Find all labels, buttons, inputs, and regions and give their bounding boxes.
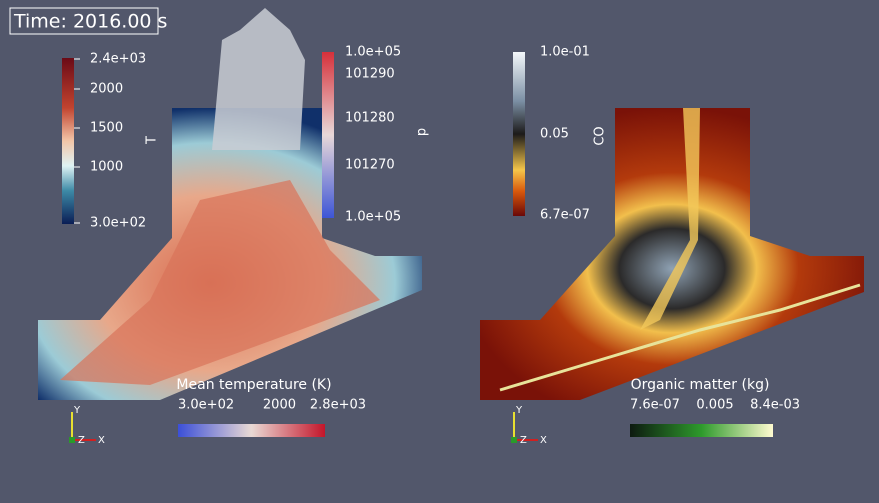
axis-label: Z [520,435,527,446]
colorbar-label: 1.0e-01 [540,45,590,60]
colorbar-label: 1.0e+05 [345,45,401,60]
time-label: Time: 2016.00 s [13,11,167,33]
organic-matter-particles [499,283,861,392]
colorbar-label: 2.8e+03 [310,398,366,413]
colorbar-label: 8.4e-03 [750,398,800,413]
colorbar-label: 2000 [90,82,123,97]
pressure-colorbar [322,52,334,218]
axes-triad: Y Z X [511,405,547,446]
velocity-glyphs [212,8,305,150]
co-field [480,108,864,400]
organic-matter-colorbar [630,424,773,437]
z-axis [69,437,75,443]
axis-label: Y [73,405,81,416]
colorbar-label: 7.6e-07 [630,398,680,413]
mean-temperature-colorbar [178,424,325,437]
axis-label: Y [515,405,523,416]
colorbar-label: 3.0e+02 [178,398,234,413]
colorbar-label: 1000 [90,160,123,175]
co-plume [640,108,700,330]
colorbar-title: CO [593,126,608,145]
temperature-colorbar [62,58,74,224]
colorbar-label: 101290 [345,67,395,82]
colorbar-label: 0.005 [696,398,733,413]
colorbar-title: Mean temperature (K) [176,377,331,393]
axis-label: X [540,435,547,446]
colorbar-label: 1500 [90,121,123,136]
axis-label: X [98,435,105,446]
time-box [9,7,159,35]
colorbar-title: Organic matter (kg) [631,377,770,393]
temperature-ticks [74,58,80,224]
colorbar-label: 101270 [345,158,395,173]
axes-triad: Y Z X [69,405,105,446]
colorbar-label: 0.05 [540,127,569,142]
colorbar-label: 2.4e+03 [90,52,146,67]
colorbar-label: 1.0e+05 [345,210,401,225]
colorbar-title: T [145,136,160,145]
co-colorbar [513,52,525,216]
colorbar-title: p [415,128,430,136]
colorbar-label: 6.7e-07 [540,208,590,223]
colorbar-label: 3.0e+02 [90,216,146,231]
colorbar-label: 101280 [345,111,395,126]
axis-label: Z [78,435,85,446]
z-axis [511,437,517,443]
colorbar-label: 2000 [263,398,296,413]
velocity-glyphs [60,180,380,385]
